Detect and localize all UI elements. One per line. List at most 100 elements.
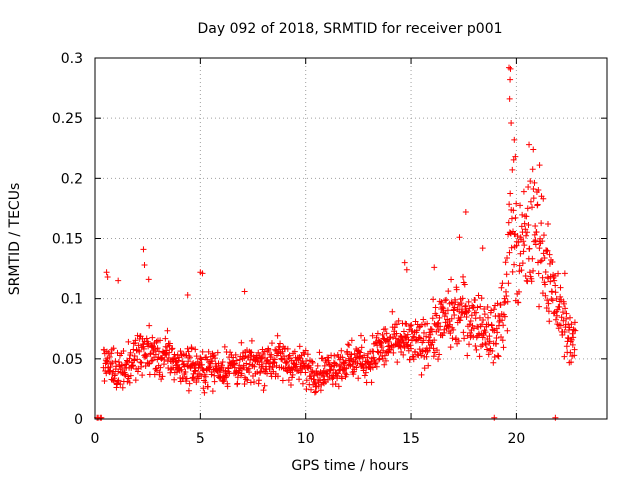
data-point <box>204 383 211 390</box>
data-point <box>233 357 240 364</box>
data-point <box>498 284 505 291</box>
data-point <box>488 307 495 314</box>
data-point <box>453 335 459 342</box>
data-point <box>526 141 533 148</box>
data-point <box>420 316 427 323</box>
data-point <box>527 178 534 185</box>
data-point <box>132 337 139 344</box>
data-point <box>477 343 484 350</box>
data-point <box>435 319 442 326</box>
data-point <box>239 365 246 372</box>
data-point <box>506 201 513 208</box>
data-point <box>241 380 248 387</box>
data-point <box>524 205 531 212</box>
data-point <box>209 358 216 365</box>
data-point <box>500 344 507 351</box>
data-point <box>503 271 510 278</box>
data-point <box>132 377 139 384</box>
data-point <box>551 277 558 284</box>
data-point <box>338 347 345 354</box>
data-point <box>148 358 155 365</box>
chart-title: Day 092 of 2018, SRMTID for receiver p00… <box>197 21 502 37</box>
data-point <box>405 336 412 343</box>
data-point <box>177 348 184 355</box>
data-point <box>400 351 407 358</box>
data-point <box>313 368 320 375</box>
data-point <box>317 387 324 394</box>
data-point <box>568 336 575 343</box>
data-point <box>335 370 342 377</box>
data-point <box>303 386 310 393</box>
data-point <box>101 377 108 384</box>
data-point <box>513 200 520 207</box>
data-point <box>348 351 355 358</box>
data-point <box>140 345 147 352</box>
data-point <box>393 330 400 337</box>
data-point <box>374 348 381 355</box>
x-tick-label: 5 <box>196 431 205 447</box>
data-point <box>464 352 471 359</box>
x-tick-label: 10 <box>297 431 315 447</box>
data-point <box>355 348 362 355</box>
data-point <box>289 371 296 378</box>
data-point <box>523 232 530 239</box>
data-point <box>157 364 164 371</box>
data-point <box>274 373 281 380</box>
data-point <box>517 250 524 257</box>
data-point <box>104 358 111 365</box>
data-point <box>529 204 536 211</box>
data-point <box>142 362 149 369</box>
data-point <box>186 380 193 387</box>
data-point <box>277 340 284 347</box>
data-point <box>269 363 276 370</box>
data-point <box>214 349 221 356</box>
data-point <box>227 349 234 356</box>
data-point <box>119 384 126 391</box>
data-point <box>339 354 346 361</box>
data-point <box>127 349 134 356</box>
data-point <box>473 309 480 316</box>
data-point <box>495 353 502 360</box>
data-point <box>525 222 532 229</box>
data-point <box>153 338 160 345</box>
data-point <box>460 329 467 336</box>
data-point <box>98 414 105 421</box>
data-point <box>390 349 397 356</box>
data-point <box>517 202 524 209</box>
data-point <box>552 414 559 421</box>
data-point <box>473 346 480 353</box>
data-point <box>242 376 249 383</box>
data-point <box>291 348 298 355</box>
data-point <box>138 359 145 366</box>
data-point <box>205 348 212 355</box>
x-axis-label: GPS time / hours <box>291 458 408 474</box>
data-point <box>447 330 454 337</box>
data-point <box>500 322 507 329</box>
data-point <box>355 375 362 382</box>
data-point <box>509 166 516 173</box>
data-point <box>271 356 278 363</box>
data-point <box>465 308 472 315</box>
data-point <box>284 358 291 365</box>
data-point <box>499 280 506 287</box>
data-point <box>572 327 579 334</box>
data-point <box>465 298 472 305</box>
data-point <box>279 377 286 384</box>
data-point <box>414 351 421 358</box>
data-point <box>443 296 450 303</box>
data-point <box>230 361 237 368</box>
data-point <box>283 360 290 367</box>
data-point <box>444 307 451 314</box>
data-point <box>563 315 570 322</box>
data-point <box>552 289 559 296</box>
data-point <box>115 277 122 284</box>
data-point <box>183 352 190 359</box>
data-point <box>527 198 534 205</box>
data-point <box>369 364 376 371</box>
data-point <box>304 351 311 358</box>
data-point <box>540 232 547 239</box>
data-point <box>296 376 303 383</box>
data-point <box>437 323 444 330</box>
y-tick-label: 0.05 <box>52 352 83 368</box>
data-point <box>287 382 294 389</box>
